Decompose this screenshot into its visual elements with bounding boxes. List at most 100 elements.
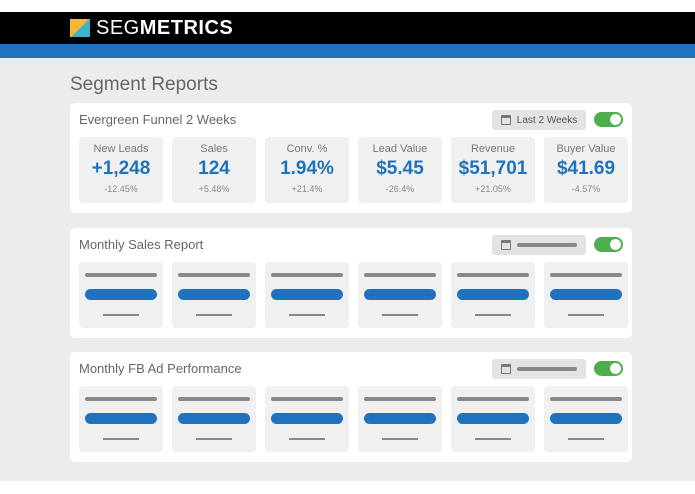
placeholder-bar bbox=[103, 438, 139, 440]
report-card: Monthly Sales Report bbox=[70, 228, 632, 338]
placeholder-bar bbox=[289, 314, 325, 316]
metric-value: $51,701 bbox=[458, 158, 528, 179]
placeholder-bar bbox=[103, 314, 139, 316]
metric-lead-value[interactable]: Lead Value $5.45 -26.4% bbox=[358, 137, 442, 203]
metric-value: 1.94% bbox=[280, 158, 334, 179]
placeholder-bar bbox=[178, 397, 250, 401]
placeholder-bar bbox=[85, 397, 157, 401]
placeholder-bar bbox=[475, 438, 511, 440]
metric-placeholder[interactable] bbox=[358, 386, 442, 452]
app: SEGMETRICS Segment Reports Evergreen Fun… bbox=[0, 12, 695, 481]
nav-bar bbox=[0, 44, 695, 58]
metric-label: Conv. % bbox=[286, 143, 328, 155]
placeholder-bar bbox=[382, 314, 418, 316]
placeholder-bar bbox=[457, 273, 529, 277]
metric-new-leads[interactable]: New Leads +1,248 -12.45% bbox=[79, 137, 163, 203]
metric-change: -12.45% bbox=[104, 184, 138, 194]
placeholder-bar bbox=[457, 397, 529, 401]
report-title: Evergreen Funnel 2 Weeks bbox=[79, 112, 237, 127]
placeholder-bar bbox=[178, 289, 250, 300]
placeholder-bar bbox=[364, 413, 436, 424]
metrics-placeholder-row bbox=[79, 386, 628, 452]
placeholder-bar bbox=[550, 413, 622, 424]
metric-value: $41.69 bbox=[556, 158, 616, 179]
placeholder-bar bbox=[85, 413, 157, 424]
metric-placeholder[interactable] bbox=[79, 262, 163, 328]
placeholder-bar bbox=[178, 413, 250, 424]
report-toggle[interactable] bbox=[594, 237, 623, 252]
metrics-placeholder-row bbox=[79, 262, 628, 328]
metric-conversion[interactable]: Conv. % 1.94% +21.4% bbox=[265, 137, 349, 203]
metric-placeholder[interactable] bbox=[172, 262, 256, 328]
placeholder-bar bbox=[364, 397, 436, 401]
metric-sales[interactable]: Sales 124 +5.48% bbox=[172, 137, 256, 203]
metric-value: 124 bbox=[198, 158, 230, 179]
report-title: Monthly FB Ad Performance bbox=[79, 361, 242, 376]
page-title: Segment Reports bbox=[70, 74, 218, 95]
metric-change: +21.4% bbox=[291, 184, 323, 194]
metric-value: +1,248 bbox=[91, 158, 151, 179]
placeholder-bar bbox=[364, 289, 436, 300]
metrics-row: New Leads +1,248 -12.45% Sales 124 +5.48% Co… bbox=[79, 137, 628, 203]
metric-label: Revenue bbox=[470, 143, 516, 155]
calendar-icon bbox=[500, 115, 511, 125]
placeholder-bar bbox=[550, 273, 622, 277]
report-toggle[interactable] bbox=[594, 112, 623, 127]
report-title: Monthly Sales Report bbox=[79, 237, 204, 252]
placeholder-bar bbox=[364, 273, 436, 277]
placeholder-bar bbox=[382, 438, 418, 440]
date-placeholder bbox=[517, 367, 577, 371]
report-toggle[interactable] bbox=[594, 361, 623, 376]
report-card: Monthly FB Ad Performance bbox=[70, 352, 632, 462]
placeholder-bar bbox=[475, 314, 511, 316]
placeholder-bar bbox=[271, 413, 343, 424]
metric-label: Buyer Value bbox=[556, 143, 616, 155]
placeholder-bar bbox=[289, 438, 325, 440]
metric-placeholder[interactable] bbox=[544, 262, 628, 328]
metric-change: +5.48% bbox=[198, 184, 230, 194]
metric-placeholder[interactable] bbox=[544, 386, 628, 452]
calendar-icon bbox=[501, 240, 511, 250]
metric-label: Lead Value bbox=[372, 143, 428, 155]
metric-change: +21.05% bbox=[475, 184, 511, 194]
placeholder-bar bbox=[550, 289, 622, 300]
placeholder-bar bbox=[271, 397, 343, 401]
metric-change: -26.4% bbox=[385, 184, 415, 194]
metric-placeholder[interactable] bbox=[265, 386, 349, 452]
logo-light: SEG bbox=[96, 16, 140, 39]
date-range-label: Last 2 Weeks bbox=[516, 114, 578, 126]
report-card: Evergreen Funnel 2 Weeks Last 2 Weeks Ne… bbox=[70, 103, 632, 213]
top-bar: SEGMETRICS bbox=[0, 12, 695, 44]
placeholder-bar bbox=[178, 273, 250, 277]
metric-placeholder[interactable] bbox=[451, 386, 535, 452]
calendar-icon bbox=[501, 364, 511, 374]
metric-placeholder[interactable] bbox=[79, 386, 163, 452]
metric-placeholder[interactable] bbox=[172, 386, 256, 452]
placeholder-bar bbox=[568, 314, 604, 316]
placeholder-bar bbox=[568, 438, 604, 440]
date-range-button[interactable]: Last 2 Weeks bbox=[492, 110, 586, 130]
metric-revenue[interactable]: Revenue $51,701 +21.05% bbox=[451, 137, 535, 203]
logo-bold: METRICS bbox=[139, 16, 234, 39]
logo-icon bbox=[70, 19, 90, 37]
metric-placeholder[interactable] bbox=[451, 262, 535, 328]
metric-placeholder[interactable] bbox=[358, 262, 442, 328]
date-placeholder bbox=[517, 243, 577, 247]
placeholder-bar bbox=[550, 397, 622, 401]
placeholder-bar bbox=[85, 273, 157, 277]
placeholder-bar bbox=[457, 289, 529, 300]
metric-placeholder[interactable] bbox=[265, 262, 349, 328]
placeholder-bar bbox=[271, 289, 343, 300]
metric-value: $5.45 bbox=[376, 158, 424, 179]
metric-change: -4.57% bbox=[571, 184, 601, 194]
logo[interactable]: SEGMETRICS bbox=[96, 17, 233, 40]
date-range-button[interactable] bbox=[492, 359, 586, 379]
placeholder-bar bbox=[85, 289, 157, 300]
date-range-button[interactable] bbox=[492, 235, 586, 255]
metric-label: Sales bbox=[200, 143, 228, 155]
metric-label: New Leads bbox=[93, 143, 149, 155]
metric-buyer-value[interactable]: Buyer Value $41.69 -4.57% bbox=[544, 137, 628, 203]
placeholder-bar bbox=[271, 273, 343, 277]
placeholder-bar bbox=[196, 314, 232, 316]
placeholder-bar bbox=[457, 413, 529, 424]
